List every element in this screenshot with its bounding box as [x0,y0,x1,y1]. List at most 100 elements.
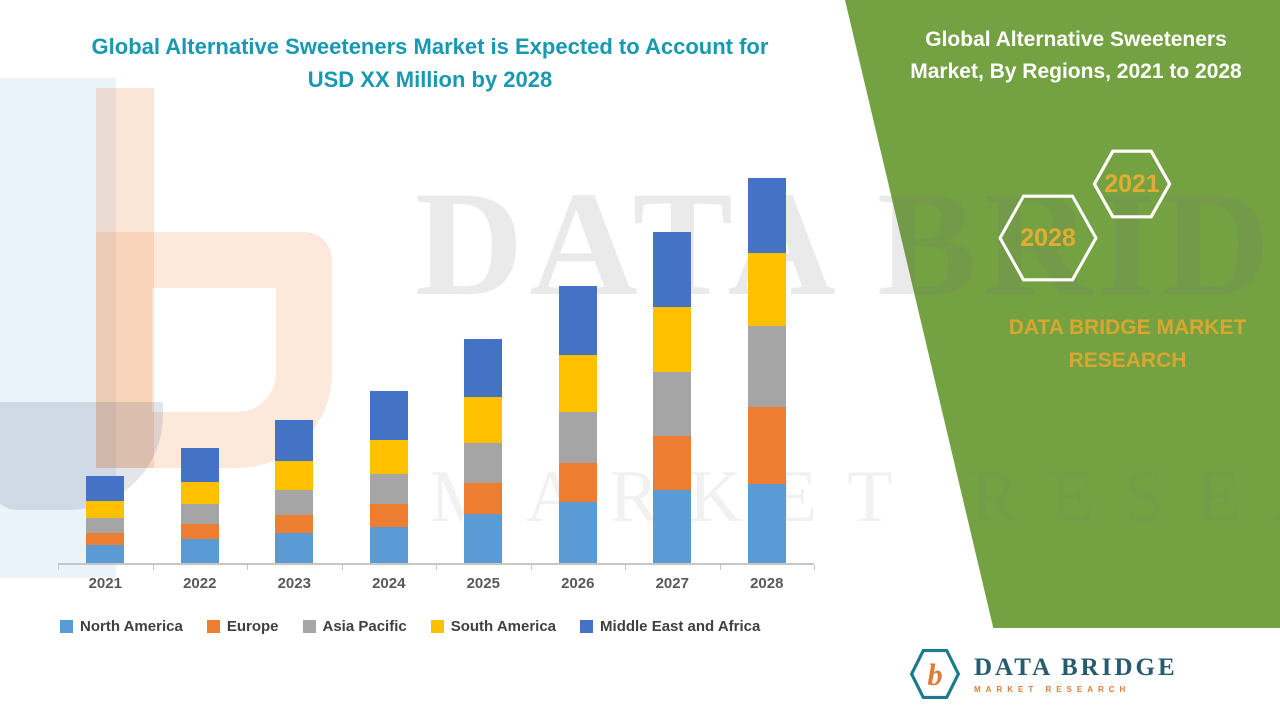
bar-slot-2025 [436,178,531,563]
axis-tick [247,565,248,570]
x-axis-label-2022: 2022 [183,575,217,592]
axis-tick [341,565,343,570]
chart-legend: North America Europe Asia Pacific South Ame… [60,618,760,635]
bar-segment [464,339,503,398]
legend-item: South America [430,618,557,635]
stacked-bar-2022 [180,448,219,563]
logo-text-column: DATA BRIDGE MARKET RESEARCH [974,654,1178,694]
bar-segment [558,462,597,503]
legend-swatch-icon [60,620,73,633]
x-axis-label-2026: 2026 [561,575,595,592]
bar-segment [275,489,314,515]
bar-segment [747,178,786,254]
hexagon-2028-label: 2028 [1020,223,1076,252]
bar-segment [86,475,125,501]
bar-slot-2021 [58,178,153,563]
axis-tick [58,565,59,570]
hexagon-badge-2021: 2021 [1092,148,1172,220]
hexagon-2021-label: 2021 [1104,169,1160,198]
bar-segment [369,440,408,475]
stacked-bar-chart [58,178,815,570]
hexagon-outline-icon [998,194,1098,282]
chart-title-line1: Global Alternative Sweeteners Market is … [91,34,769,59]
brand-name-text: DATA BRIDGE MARKET RESEARCH [955,312,1280,377]
legend-item: North America [60,618,183,635]
bar-segment [558,285,597,356]
axis-tick [814,565,815,570]
bar-segment [747,484,786,563]
chart-title: Global Alternative Sweeteners Market is … [40,30,820,96]
bar-segment [558,355,597,413]
x-axis-labels: 2021 2022 2023 2024 2025 2026 2027 2028 [58,575,814,592]
bar-segment [180,504,219,525]
plot-area [58,178,815,570]
bar-segment [180,448,219,482]
bar-slot-2024 [342,178,437,563]
stacked-bar-2021 [86,475,125,563]
bar-segment [653,489,692,563]
bar-segment [369,390,408,441]
bar-segment [180,524,219,540]
bar-segment [369,474,408,505]
x-axis-label-2024: 2024 [372,575,406,592]
legend-swatch-icon [580,620,594,633]
bar-slot-2022 [153,178,248,563]
logo-company-name: DATA BRIDGE [974,654,1178,681]
hexagon-badge-2028: 2028 [997,193,1099,283]
bar-segment [86,532,125,545]
legend-item: Middle East and Africa [580,618,760,635]
right-panel-title-line2: Market, By Regions, 2021 to 2028 [910,59,1242,83]
bar-segment [747,253,786,327]
axis-tick [719,565,721,570]
bar-segment [653,307,692,373]
axis-tick [152,565,154,570]
bar-segment [275,419,314,462]
bar-segment [653,231,692,308]
bar-segment [653,372,692,436]
bar-segment [180,481,219,505]
chart-title-line2: USD XX Million by 2028 [307,67,553,92]
legend-label: Middle East and Africa [600,618,761,635]
x-axis-label-2028: 2028 [750,575,784,592]
legend-item: Asia Pacific [302,618,407,635]
bar-segment [747,407,786,485]
x-axis-label-2023: 2023 [277,575,311,592]
bar-segment [86,544,125,563]
bar-segment [369,504,408,527]
legend-label: Europe [226,618,279,635]
right-panel-title-line1: Global Alternative Sweeteners [925,28,1227,51]
stacked-bar-2023 [275,419,314,563]
x-axis-label-2021: 2021 [88,575,122,592]
bar-segment [653,435,692,490]
bar-slot-2027 [625,178,720,563]
hexagon-outline-icon [1092,149,1172,219]
data-bridge-logo-icon: b [908,647,962,701]
legend-label: South America [450,618,557,635]
logo-company-subtitle: MARKET RESEARCH [974,685,1131,694]
legend-swatch-icon [302,620,316,633]
axis-tick [436,565,437,570]
bar-segment [464,482,503,514]
bar-segment [180,539,219,563]
bar-segment [86,500,125,518]
bar-segment [464,442,503,483]
bar-segment [558,412,597,463]
x-axis-label-2025: 2025 [466,575,500,592]
company-logo-box: b DATA BRIDGE MARKET RESEARCH [878,628,1280,720]
brand-name-line2: RESEARCH [1068,348,1187,372]
right-panel-title: Global Alternative Sweeteners Market, By… [880,24,1272,87]
bar-segment [86,517,125,533]
bar-segment [558,502,597,563]
axis-tick [625,565,626,570]
legend-label: North America [80,618,183,635]
bar-segment [369,526,408,563]
svg-text:b: b [927,658,942,692]
bar-slot-2026 [531,178,626,563]
bar-segment [275,532,314,563]
brand-name-line1: DATA BRIDGE MARKET [1008,316,1247,339]
stacked-bar-2025 [464,339,503,563]
legend-label: Asia Pacific [322,618,407,635]
stacked-bar-2024 [369,390,408,563]
bar-segment [464,397,503,443]
